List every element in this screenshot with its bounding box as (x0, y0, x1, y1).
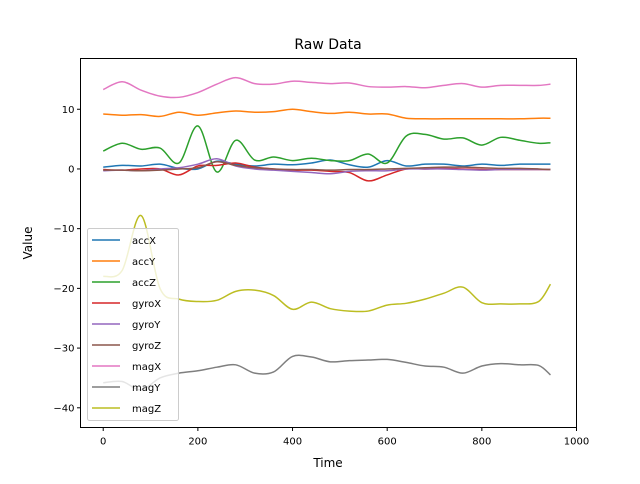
legend-label-accY: accY (132, 257, 156, 268)
series-line-magX (102, 76, 551, 99)
chart-title: Raw Data (294, 37, 361, 53)
y-tick-label: 0 (68, 164, 74, 175)
legend: accX accY accZ gyroX gyroY gyroZ magX magY magZ (87, 228, 179, 421)
legend-label-accZ: accZ (132, 278, 156, 289)
series-lines (102, 76, 552, 391)
x-tick-label: 0 (100, 437, 106, 448)
x-axis-label: Time (312, 456, 342, 470)
legend-label-gyroY: gyroY (132, 320, 161, 331)
y-tick-label: −20 (53, 284, 74, 295)
x-tick-label: 200 (188, 437, 207, 448)
plot-frame (80, 58, 577, 428)
legend-box (87, 228, 179, 421)
series-line-accZ (102, 125, 551, 173)
legend-label-accX: accX (132, 236, 156, 247)
y-axis-label: Value (21, 227, 35, 260)
y-tick-label: 10 (62, 105, 75, 116)
y-axis: 10 0 −10 −20 −30 −40 (53, 105, 81, 414)
y-tick-label: −30 (53, 344, 74, 355)
legend-label-magX: magX (132, 362, 161, 373)
series-line-accY (103, 108, 551, 120)
legend-label-magY: magY (132, 383, 161, 394)
legend-label-gyroX: gyroX (132, 299, 161, 310)
series-line-gyroZ (103, 161, 551, 172)
x-axis: 0 200 400 600 800 1000 (100, 427, 589, 448)
legend-label-gyroZ: gyroZ (132, 341, 161, 352)
legend-label-magZ: magZ (132, 404, 161, 415)
x-tick-label: 1000 (564, 437, 589, 448)
x-tick-label: 800 (472, 437, 491, 448)
x-tick-label: 600 (378, 437, 397, 448)
y-tick-label: −10 (53, 224, 74, 235)
series-line-gyroY (103, 158, 551, 175)
x-tick-label: 400 (283, 437, 302, 448)
y-tick-label: −40 (53, 403, 74, 414)
